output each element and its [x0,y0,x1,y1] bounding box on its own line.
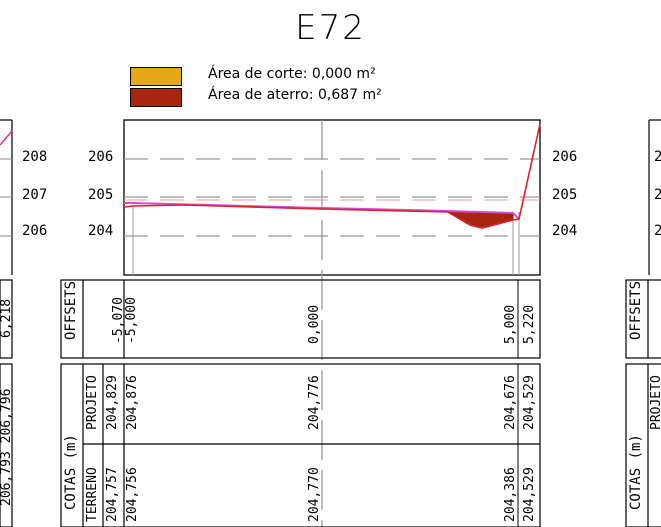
projeto-value-5: 204,529 [522,375,537,430]
offset-value-3: 0,000 [307,304,322,344]
right-offsets-header: OFFSETS [628,280,644,340]
left-elev-206: 206 [22,223,48,239]
projeto-value-1: 204,829 [105,375,120,430]
left-elev-208: 208 [22,149,48,165]
terreno-value-5: 204,529 [522,467,537,522]
right-elev-2: 2 [654,187,661,203]
projeto-label: PROJETO [85,375,100,430]
main-elev-left-206: 206 [88,149,114,165]
legend-aterro-label: Área de aterro: 0,687 m² [208,87,382,103]
section-title: E72 [295,8,366,48]
main-elev-left-205: 205 [88,187,114,203]
main-elev-left-204: 204 [88,223,114,239]
legend-corte-swatch [130,67,182,86]
projeto-value-2: 204,876 [125,375,140,430]
terreno-value-3: 204,770 [307,467,322,522]
offsets-header: OFFSETS [63,280,79,340]
right-projeto-label: PROJETO [649,375,661,430]
main-elev-right-205: 205 [552,187,578,203]
offset-value-5: 5,220 [522,304,537,344]
cotas-header: COTAS (m) [63,434,79,510]
offset-value-2: -5,000 [124,297,139,344]
main-elev-right-204: 204 [552,223,578,239]
terreno-value-4: 204,386 [503,467,518,522]
right-elev-3: 2 [654,223,661,239]
left-offset-value: 6,218 [0,298,14,338]
main-elev-right-206: 206 [552,149,578,165]
projeto-value-4: 204,676 [503,375,518,430]
terreno-value-1: 204,757 [105,467,120,522]
terreno-value-2: 204,756 [125,467,140,522]
right-elev-1: 2 [654,149,661,165]
left-cotas-value: 206,793 206,796 [0,388,14,506]
terreno-label: TERRENO [85,467,100,522]
legend-corte-label: Área de corte: 0,000 m² [208,66,376,82]
offset-value-4: 5,000 [503,304,518,344]
right-cotas-header: COTAS (m) [628,434,644,510]
projeto-value-3: 204,776 [307,375,322,430]
legend-aterro-swatch [130,88,182,107]
left-elev-207: 207 [22,187,48,203]
